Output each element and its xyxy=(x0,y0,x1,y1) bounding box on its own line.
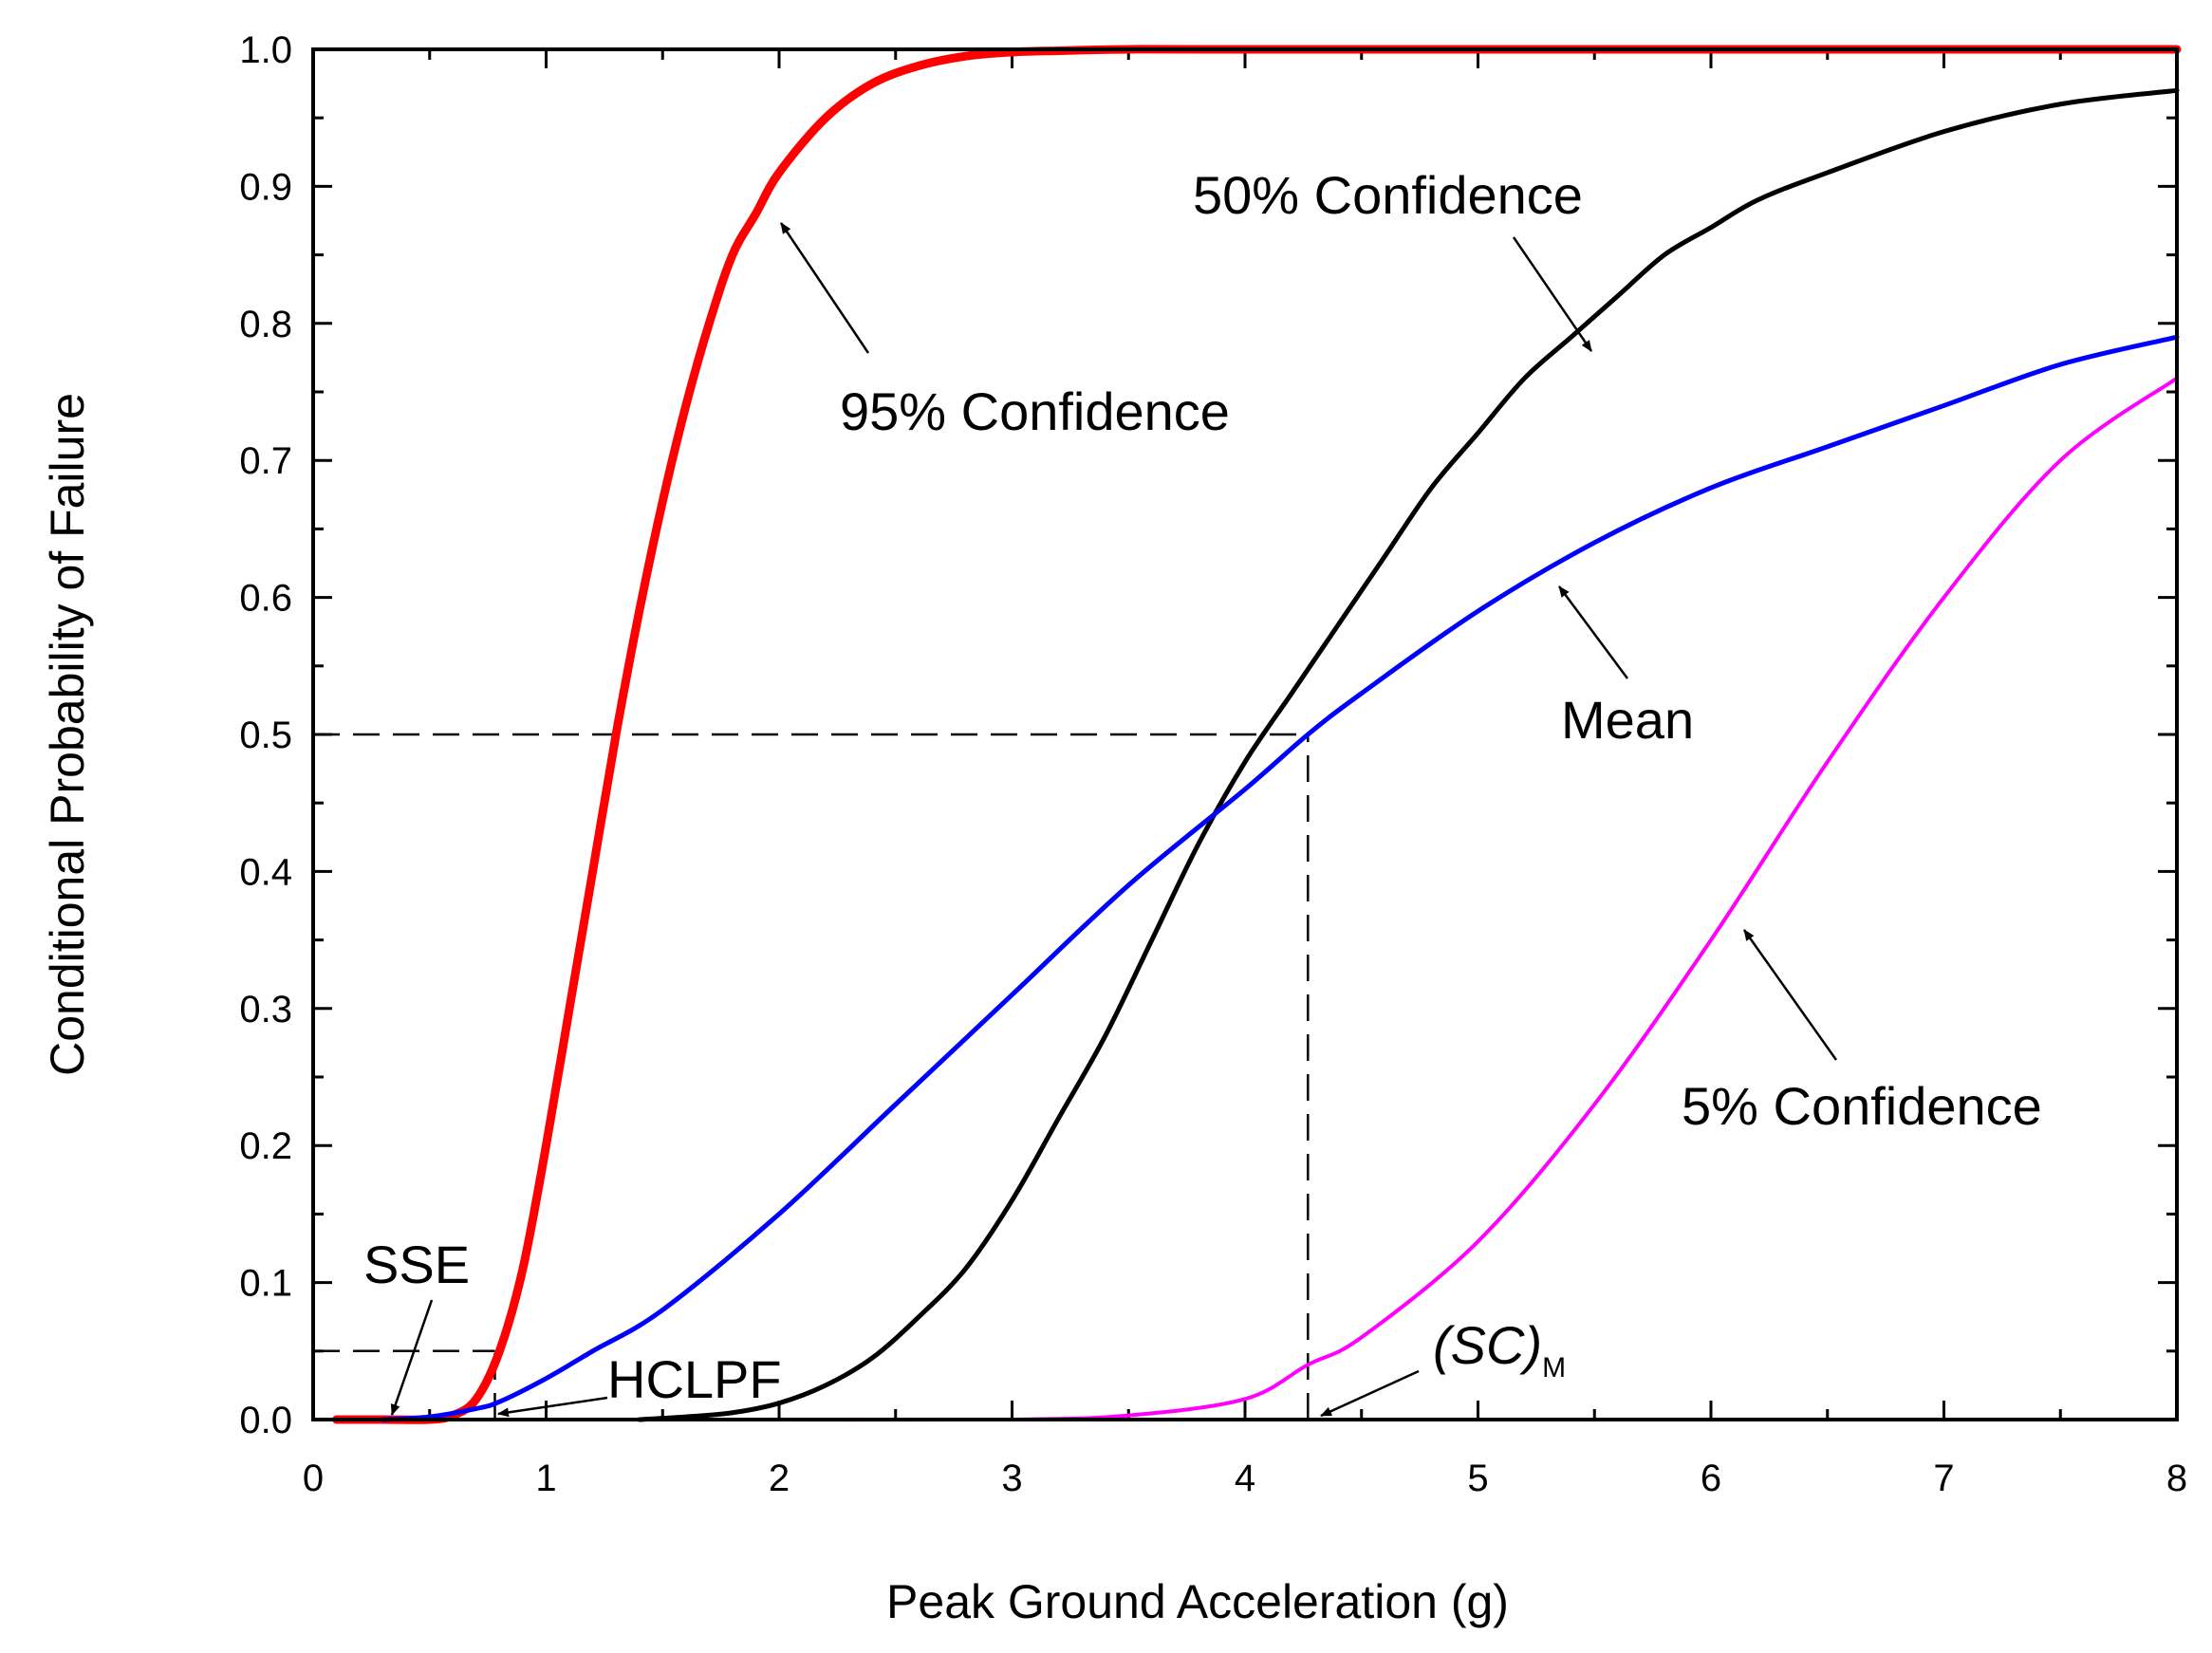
annotation-mean: Mean xyxy=(1561,690,1694,750)
annotation-5-confidence: 5% Confidence xyxy=(1682,1076,2042,1136)
reference-lines xyxy=(313,733,1310,1420)
y-tick-label: 0.6 xyxy=(239,578,292,620)
y-tick-label: 0.4 xyxy=(239,851,292,893)
y-tick-label: 0.2 xyxy=(239,1125,292,1167)
y-tick-label: 0.1 xyxy=(239,1263,292,1305)
series-mean-line xyxy=(381,334,2180,1422)
series-95-confidence-line xyxy=(332,45,2182,1424)
x-tick-label: 5 xyxy=(1467,1458,1488,1499)
y-tick-label: 0.9 xyxy=(239,166,292,208)
annotation-arrow-hclpf xyxy=(497,1396,608,1418)
annotation-sse: SSE xyxy=(363,1235,470,1294)
x-tick-label: 8 xyxy=(2166,1458,2187,1499)
x-tick-label: 2 xyxy=(769,1458,790,1499)
annotation-arrow-sse xyxy=(390,1299,434,1416)
annotation-sc-m: (SC)M xyxy=(1433,1315,1566,1384)
series-group xyxy=(332,45,2182,1424)
y-tick-label: 0.3 xyxy=(239,989,292,1031)
annotation-arrow-sc-m xyxy=(1320,1369,1420,1418)
y-tick-label: 0.8 xyxy=(239,304,292,345)
plot-frame xyxy=(311,47,2179,1421)
x-tick-label: 7 xyxy=(1933,1458,1954,1499)
series-5-confidence-line xyxy=(334,376,2179,1422)
series-50-confidence-line xyxy=(637,87,2180,1422)
annotation-arrow-50 xyxy=(1512,236,1593,352)
annotation-arrow-95 xyxy=(779,222,870,354)
annotation-arrow-mean xyxy=(1557,585,1629,679)
annotation-hclpf: HCLPF xyxy=(607,1349,782,1409)
y-tick-label: 0.7 xyxy=(239,440,292,482)
annotation-95-confidence: 95% Confidence xyxy=(840,381,1230,441)
y-tick-label: 0.5 xyxy=(239,715,292,756)
x-tick-label: 0 xyxy=(303,1458,324,1499)
annotations: 95% Confidence 50% Confidence Mean 5% Co… xyxy=(363,165,2042,1418)
annotation-sc-m-subscript: M xyxy=(1542,1352,1566,1384)
annotation-arrow-5 xyxy=(1742,929,1838,1061)
x-tick-label: 4 xyxy=(1235,1458,1255,1499)
x-tick-label: 3 xyxy=(1001,1458,1022,1499)
y-tick-label: 1.0 xyxy=(239,29,292,71)
x-axis-title: Peak Ground Acceleration (g) xyxy=(886,1575,1509,1628)
annotation-50-confidence: 50% Confidence xyxy=(1193,165,1583,225)
y-tick-label: 0.0 xyxy=(239,1400,292,1441)
x-tick-label: 1 xyxy=(535,1458,556,1499)
tick-labels: 0 1 2 3 4 5 6 7 8 0.0 0.1 0.2 0.3 0.4 0.5 0.6 0.7 0.8 0.9 1… xyxy=(239,29,2187,1499)
y-axis-title: Conditional Probability of Failure xyxy=(41,393,94,1076)
x-tick-label: 6 xyxy=(1701,1458,1721,1499)
